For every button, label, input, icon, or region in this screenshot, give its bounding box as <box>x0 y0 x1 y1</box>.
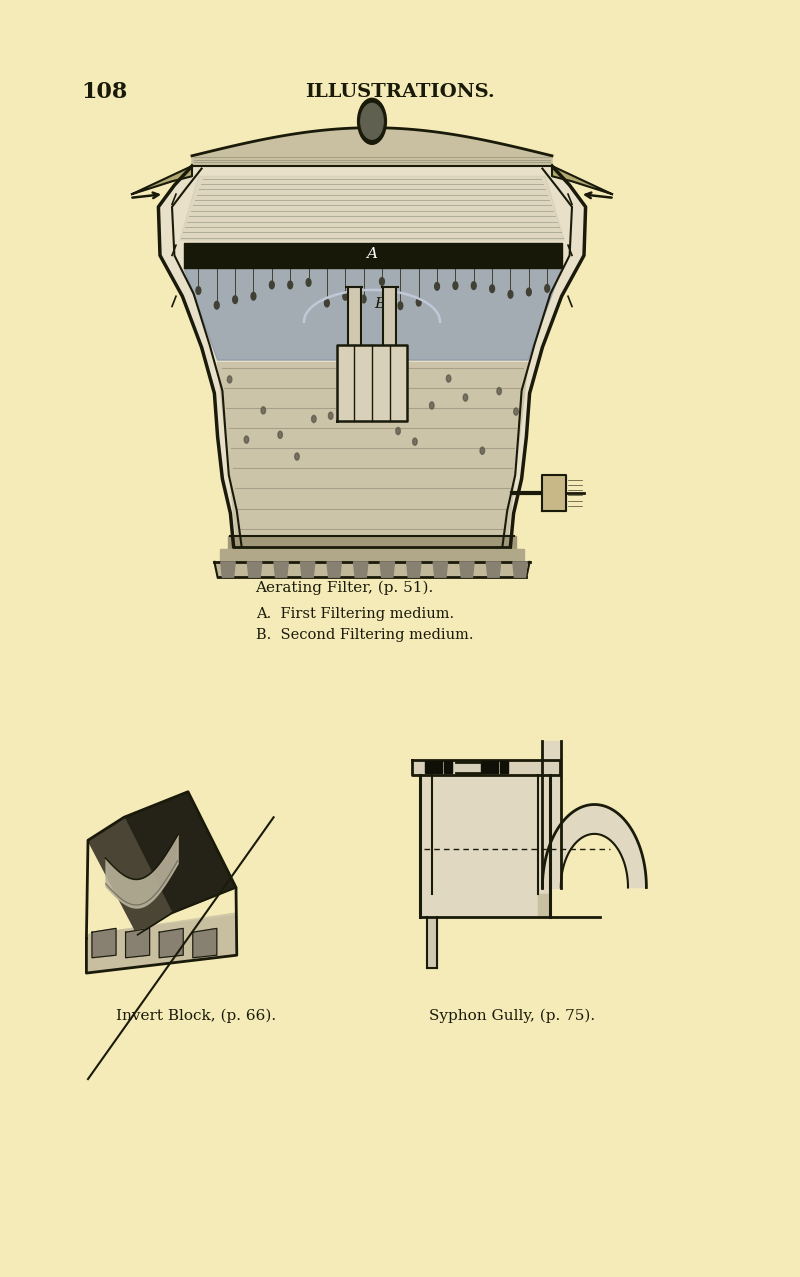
Circle shape <box>396 428 400 434</box>
Polygon shape <box>132 166 192 194</box>
Circle shape <box>526 289 531 296</box>
Polygon shape <box>383 287 396 345</box>
Circle shape <box>362 295 366 303</box>
Polygon shape <box>542 805 646 888</box>
Circle shape <box>251 292 256 300</box>
Polygon shape <box>460 562 474 577</box>
Polygon shape <box>301 562 315 577</box>
Circle shape <box>545 285 550 292</box>
Polygon shape <box>214 562 530 577</box>
Text: 108: 108 <box>81 80 127 103</box>
Polygon shape <box>486 562 501 577</box>
Polygon shape <box>218 363 528 536</box>
Circle shape <box>214 301 219 309</box>
Polygon shape <box>86 916 237 973</box>
Circle shape <box>261 407 266 414</box>
Circle shape <box>288 281 293 289</box>
Circle shape <box>379 412 383 419</box>
Polygon shape <box>192 128 552 166</box>
Polygon shape <box>542 475 566 511</box>
Circle shape <box>329 412 333 419</box>
Circle shape <box>508 290 513 298</box>
Polygon shape <box>337 345 407 421</box>
Polygon shape <box>180 176 564 240</box>
Text: A.  First Filtering medium.: A. First Filtering medium. <box>256 607 454 621</box>
Circle shape <box>270 281 274 289</box>
Circle shape <box>379 277 384 285</box>
Circle shape <box>480 447 485 455</box>
Polygon shape <box>158 166 586 559</box>
Polygon shape <box>184 268 562 360</box>
Circle shape <box>227 375 232 383</box>
Polygon shape <box>433 562 447 577</box>
Circle shape <box>346 375 350 383</box>
Polygon shape <box>500 761 508 773</box>
Text: Aerating Filter, (p. 51).: Aerating Filter, (p. 51). <box>255 581 433 595</box>
Circle shape <box>413 438 417 446</box>
Polygon shape <box>538 894 550 917</box>
Circle shape <box>361 103 383 139</box>
Circle shape <box>416 299 421 306</box>
Polygon shape <box>124 792 236 913</box>
Text: ILLUSTRATIONS.: ILLUSTRATIONS. <box>305 83 495 101</box>
Polygon shape <box>481 761 489 773</box>
Polygon shape <box>193 928 217 958</box>
Polygon shape <box>220 549 524 562</box>
Polygon shape <box>247 562 262 577</box>
Polygon shape <box>542 741 561 888</box>
Text: B: B <box>374 298 386 310</box>
Polygon shape <box>412 760 560 775</box>
Circle shape <box>430 402 434 409</box>
Circle shape <box>453 282 458 290</box>
Polygon shape <box>406 562 421 577</box>
Polygon shape <box>425 761 433 773</box>
Circle shape <box>196 286 201 294</box>
Circle shape <box>514 407 518 415</box>
Polygon shape <box>427 917 437 968</box>
Circle shape <box>463 395 468 401</box>
Text: A: A <box>366 248 378 261</box>
Polygon shape <box>434 761 442 773</box>
Polygon shape <box>552 166 612 194</box>
Circle shape <box>306 278 311 286</box>
Text: Syphon Gully, (p. 75).: Syphon Gully, (p. 75). <box>429 1009 595 1023</box>
Text: Invert Block, (p. 66).: Invert Block, (p. 66). <box>116 1009 276 1023</box>
Polygon shape <box>348 287 361 345</box>
Circle shape <box>233 296 238 304</box>
Circle shape <box>278 432 282 438</box>
Polygon shape <box>327 562 342 577</box>
Polygon shape <box>444 761 452 773</box>
Circle shape <box>244 435 249 443</box>
Circle shape <box>490 285 494 292</box>
Text: B.  Second Filtering medium.: B. Second Filtering medium. <box>256 628 474 642</box>
Polygon shape <box>380 562 394 577</box>
Polygon shape <box>159 928 183 958</box>
Polygon shape <box>490 761 498 773</box>
Polygon shape <box>184 243 562 268</box>
Polygon shape <box>228 536 516 549</box>
Polygon shape <box>221 562 235 577</box>
Circle shape <box>358 98 386 144</box>
Circle shape <box>362 392 366 400</box>
Circle shape <box>471 282 476 290</box>
Circle shape <box>446 375 451 382</box>
Polygon shape <box>354 562 368 577</box>
Circle shape <box>343 292 348 300</box>
Polygon shape <box>88 913 236 955</box>
Circle shape <box>311 415 316 423</box>
Circle shape <box>294 453 299 460</box>
Circle shape <box>325 299 330 306</box>
Circle shape <box>497 387 502 395</box>
Polygon shape <box>513 562 527 577</box>
Polygon shape <box>126 928 150 958</box>
Polygon shape <box>420 775 550 917</box>
Circle shape <box>434 282 439 290</box>
Polygon shape <box>88 817 172 935</box>
Polygon shape <box>274 562 288 577</box>
Polygon shape <box>92 928 116 958</box>
Circle shape <box>398 301 402 309</box>
